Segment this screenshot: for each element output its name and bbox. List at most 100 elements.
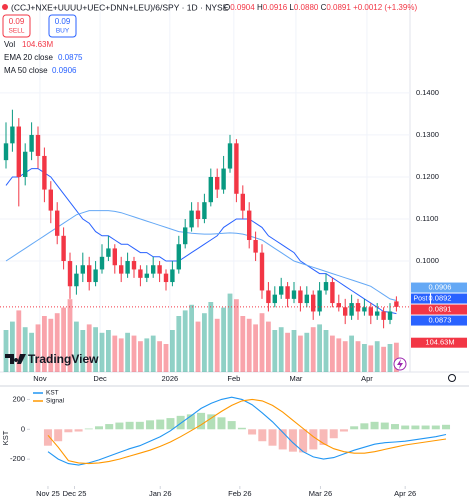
- histogram-bar: [442, 424, 451, 430]
- candle-body: [10, 126, 15, 144]
- candle-body: [387, 311, 393, 320]
- volume-bar: [355, 341, 361, 372]
- volume-bar: [240, 316, 246, 372]
- volume-bar: [342, 341, 348, 372]
- candle-body: [3, 143, 9, 161]
- volume-bar: [330, 335, 335, 372]
- candle-body: [279, 286, 284, 295]
- volume-bar: [106, 330, 111, 372]
- volume-bar: [16, 310, 22, 372]
- sell-price: 0.09: [9, 17, 25, 26]
- candle-body: [131, 261, 137, 270]
- candle-body: [272, 294, 277, 304]
- candle-body: [247, 210, 252, 241]
- volume-bar: [234, 299, 239, 372]
- candle-body: [176, 244, 181, 270]
- candle-body: [23, 151, 28, 177]
- candle-body: [317, 290, 322, 312]
- volume-bar: [22, 327, 28, 372]
- price-tag-label: Post: [413, 295, 427, 302]
- x-tick-label: Jan 26: [149, 489, 172, 498]
- volume-bar: [227, 293, 233, 372]
- y-tick-label: 200: [12, 394, 25, 403]
- candle-body: [215, 176, 220, 190]
- candle-body: [330, 282, 335, 304]
- candle-body: [163, 273, 169, 283]
- candle-body: [55, 210, 60, 236]
- volume-bar: [80, 330, 86, 372]
- volume-bar: [112, 335, 118, 372]
- histogram-bar: [227, 421, 236, 430]
- volume-bar: [278, 327, 284, 372]
- volume-bar: [86, 324, 92, 372]
- volume-bar: [170, 330, 175, 372]
- candle-body: [112, 248, 117, 266]
- candle-body: [16, 126, 21, 177]
- ma-value: 0.0906: [52, 66, 77, 75]
- candle-body: [138, 269, 143, 278]
- histogram-bar: [278, 429, 287, 450]
- histogram-bar: [105, 424, 114, 430]
- y-tick-label: 0.1000: [416, 256, 439, 265]
- volume-bar: [310, 327, 316, 372]
- volume-bar: [253, 324, 258, 372]
- volume-tag-label: 104.63M: [425, 338, 454, 347]
- volume-bar: [272, 330, 278, 372]
- volume-bar: [138, 341, 143, 372]
- y-tick-label: 0.1400: [416, 88, 439, 97]
- histogram-bar: [156, 419, 165, 430]
- volume-bar: [189, 304, 194, 372]
- candle-body: [99, 256, 105, 270]
- price-tag-value: 0.0873: [429, 316, 452, 325]
- volume-bar: [61, 307, 66, 372]
- x-tick-label: Apr 26: [394, 489, 416, 498]
- volume-bar: [368, 345, 374, 372]
- y-tick-label: 0: [21, 424, 25, 433]
- candle-body: [336, 303, 341, 308]
- price-tag-value: 0.0892: [429, 294, 452, 303]
- histogram-bar: [115, 422, 124, 430]
- histogram-bar: [74, 429, 83, 432]
- candle-body: [221, 168, 226, 190]
- volume-bar: [266, 321, 271, 372]
- price-tag: [431, 293, 467, 304]
- volume-bar: [387, 344, 393, 372]
- candle-body: [74, 273, 79, 287]
- candle-body: [240, 193, 245, 211]
- buy-button[interactable]: [48, 14, 77, 38]
- candle-body: [285, 286, 290, 299]
- y-tick-label: 0.1200: [416, 172, 439, 181]
- volume-bar: [54, 313, 60, 372]
- volume-bar: [323, 330, 329, 372]
- candle-body: [311, 294, 316, 312]
- candle-body: [42, 155, 47, 190]
- volume-bar: [304, 332, 310, 372]
- histogram-bar: [217, 417, 226, 430]
- y-tick-label: -200: [10, 454, 25, 463]
- symbol-title: (CCJ+NXE+UUUU+UEC+DNN+LEU)/6/SPY · 1D · …: [11, 2, 229, 12]
- candle-body: [323, 282, 329, 291]
- volume-bar: [182, 310, 188, 372]
- vol-label: Vol: [4, 40, 15, 49]
- volume-tag: [411, 337, 467, 348]
- volume-bar: [176, 316, 182, 372]
- buy-price: 0.09: [55, 17, 71, 26]
- volume-bar: [144, 338, 150, 372]
- candle-body: [394, 301, 399, 307]
- price-tag-value: 0.0891: [429, 305, 452, 314]
- volume-bar: [374, 341, 380, 372]
- candle-body: [87, 265, 92, 283]
- histogram-bar: [258, 429, 267, 442]
- candle-body: [183, 227, 188, 245]
- candle-body: [157, 265, 162, 274]
- volume-bar: [317, 324, 322, 372]
- candle-body: [144, 273, 149, 278]
- settings-icon[interactable]: [448, 374, 456, 382]
- alert-bolt: [397, 359, 403, 369]
- candle-body: [119, 265, 124, 274]
- candle-body: [35, 134, 41, 156]
- volume-bar: [259, 313, 265, 372]
- sell-button[interactable]: [2, 14, 31, 38]
- x-tick-label: Mar 26: [309, 489, 332, 498]
